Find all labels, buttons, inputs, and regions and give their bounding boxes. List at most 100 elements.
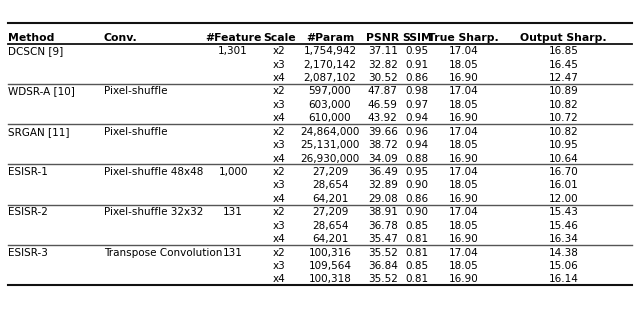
Text: 64,201: 64,201 xyxy=(312,234,348,244)
Text: 18.05: 18.05 xyxy=(449,59,479,70)
Text: 0.94: 0.94 xyxy=(406,140,429,150)
Text: ESISR-3: ESISR-3 xyxy=(8,248,47,258)
Text: 32.82: 32.82 xyxy=(368,59,397,70)
Text: 0.86: 0.86 xyxy=(406,73,429,83)
Text: 10.95: 10.95 xyxy=(548,140,578,150)
Text: 10.89: 10.89 xyxy=(548,86,578,96)
Text: x4: x4 xyxy=(273,73,285,83)
Text: 30.52: 30.52 xyxy=(368,73,397,83)
Text: 100,316: 100,316 xyxy=(308,248,351,258)
Text: 0.91: 0.91 xyxy=(406,59,429,70)
Text: x2: x2 xyxy=(273,207,285,217)
Text: 43.92: 43.92 xyxy=(368,113,397,123)
Text: 24,864,000: 24,864,000 xyxy=(300,127,360,137)
Text: x2: x2 xyxy=(273,248,285,258)
Text: 131: 131 xyxy=(223,248,243,258)
Text: 16.90: 16.90 xyxy=(449,73,479,83)
Text: 38.72: 38.72 xyxy=(368,140,397,150)
Text: 0.96: 0.96 xyxy=(406,127,429,137)
Text: x4: x4 xyxy=(273,234,285,244)
Text: x2: x2 xyxy=(273,167,285,177)
Text: Transpose Convolution: Transpose Convolution xyxy=(104,248,222,258)
Text: Method: Method xyxy=(8,33,54,43)
Text: 0.81: 0.81 xyxy=(406,248,429,258)
Text: 1,754,942: 1,754,942 xyxy=(303,46,356,56)
Text: 0.95: 0.95 xyxy=(406,46,429,56)
Text: SRGAN [11]: SRGAN [11] xyxy=(8,127,69,137)
Text: 39.66: 39.66 xyxy=(368,127,397,137)
Text: 0.90: 0.90 xyxy=(406,207,429,217)
Text: 18.05: 18.05 xyxy=(449,261,479,271)
Text: 17.04: 17.04 xyxy=(449,86,479,96)
Text: #Param: #Param xyxy=(306,33,354,43)
Text: 10.64: 10.64 xyxy=(548,154,578,163)
Text: PSNR: PSNR xyxy=(366,33,399,43)
Text: 25,131,000: 25,131,000 xyxy=(300,140,360,150)
Text: 10.82: 10.82 xyxy=(548,127,578,137)
Text: 37.11: 37.11 xyxy=(368,46,397,56)
Text: 100,318: 100,318 xyxy=(308,274,351,285)
Text: x2: x2 xyxy=(273,46,285,56)
Text: 17.04: 17.04 xyxy=(449,167,479,177)
Text: 27,209: 27,209 xyxy=(312,207,348,217)
Text: 34.09: 34.09 xyxy=(368,154,397,163)
Text: 15.46: 15.46 xyxy=(548,221,579,231)
Text: WDSR-A [10]: WDSR-A [10] xyxy=(8,86,74,96)
Text: 18.05: 18.05 xyxy=(449,180,479,190)
Text: 17.04: 17.04 xyxy=(449,127,479,137)
Text: 0.86: 0.86 xyxy=(406,194,429,204)
Text: 17.04: 17.04 xyxy=(449,46,479,56)
Text: 36.84: 36.84 xyxy=(368,261,397,271)
Text: 16.01: 16.01 xyxy=(548,180,578,190)
Text: x4: x4 xyxy=(273,274,285,285)
Text: 2,087,102: 2,087,102 xyxy=(303,73,356,83)
Text: x3: x3 xyxy=(273,261,285,271)
Text: 27,209: 27,209 xyxy=(312,167,348,177)
Text: 16.90: 16.90 xyxy=(449,113,479,123)
Text: 47.87: 47.87 xyxy=(368,86,397,96)
Text: 16.70: 16.70 xyxy=(548,167,578,177)
Text: 109,564: 109,564 xyxy=(308,261,351,271)
Text: x4: x4 xyxy=(273,194,285,204)
Text: 16.90: 16.90 xyxy=(449,194,479,204)
Text: 0.97: 0.97 xyxy=(406,100,429,110)
Text: 1,301: 1,301 xyxy=(218,46,248,56)
Text: 64,201: 64,201 xyxy=(312,194,348,204)
Text: Pixel-shuffle 32x32: Pixel-shuffle 32x32 xyxy=(104,207,203,217)
Text: 35.47: 35.47 xyxy=(368,234,397,244)
Text: x2: x2 xyxy=(273,86,285,96)
Text: 16.14: 16.14 xyxy=(548,274,579,285)
Text: 0.90: 0.90 xyxy=(406,180,429,190)
Text: Pixel-shuffle: Pixel-shuffle xyxy=(104,127,167,137)
Text: 12.47: 12.47 xyxy=(548,73,579,83)
Text: 29.08: 29.08 xyxy=(368,194,397,204)
Text: DCSCN [9]: DCSCN [9] xyxy=(8,46,63,56)
Text: 16.90: 16.90 xyxy=(449,274,479,285)
Text: 603,000: 603,000 xyxy=(308,100,351,110)
Text: 610,000: 610,000 xyxy=(308,113,351,123)
Text: 2,170,142: 2,170,142 xyxy=(303,59,356,70)
Text: 14.38: 14.38 xyxy=(548,248,579,258)
Text: 0.81: 0.81 xyxy=(406,274,429,285)
Text: 38.91: 38.91 xyxy=(368,207,397,217)
Text: 10.82: 10.82 xyxy=(548,100,578,110)
Text: 10.72: 10.72 xyxy=(548,113,578,123)
Text: 1,000: 1,000 xyxy=(218,167,248,177)
Text: x3: x3 xyxy=(273,59,285,70)
Text: 16.85: 16.85 xyxy=(548,46,579,56)
Text: 0.85: 0.85 xyxy=(406,221,429,231)
Text: 16.34: 16.34 xyxy=(548,234,579,244)
Text: ESISR-1: ESISR-1 xyxy=(8,167,47,177)
Text: 36.49: 36.49 xyxy=(368,167,397,177)
Text: 17.04: 17.04 xyxy=(449,207,479,217)
Text: 18.05: 18.05 xyxy=(449,100,479,110)
Text: 46.59: 46.59 xyxy=(368,100,397,110)
Text: Conv.: Conv. xyxy=(104,33,138,43)
Text: 35.52: 35.52 xyxy=(368,274,397,285)
Text: Scale: Scale xyxy=(263,33,296,43)
Text: x2: x2 xyxy=(273,127,285,137)
Text: 28,654: 28,654 xyxy=(312,221,348,231)
Text: Pixel-shuffle: Pixel-shuffle xyxy=(104,86,167,96)
Text: True Sharp.: True Sharp. xyxy=(428,33,499,43)
Text: ESISR-2: ESISR-2 xyxy=(8,207,47,217)
